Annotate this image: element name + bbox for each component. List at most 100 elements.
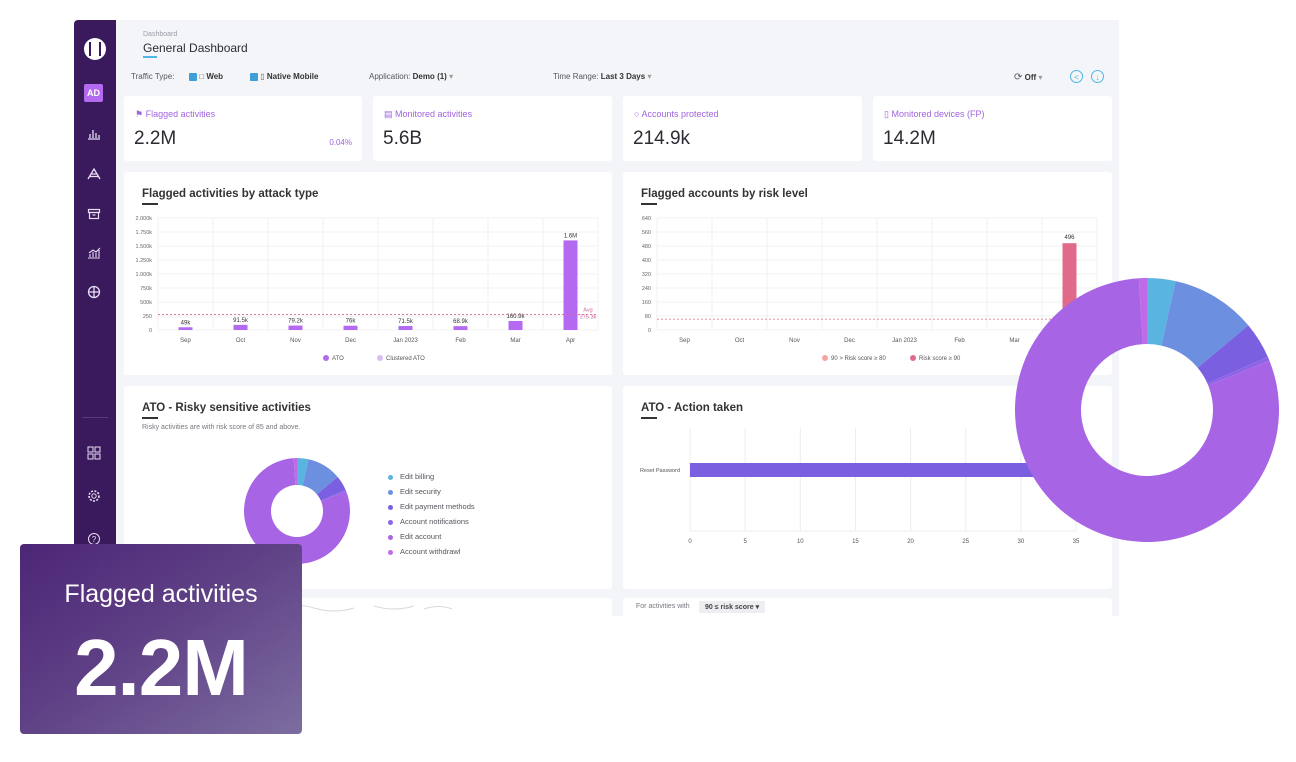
chevron-down-icon: ▾ (647, 72, 652, 81)
card-title: Flagged accounts by risk level (641, 188, 808, 200)
legend-label: Account notifications (400, 517, 469, 526)
user-avatar[interactable]: AD (84, 84, 103, 102)
trend-chart-icon[interactable] (84, 245, 104, 265)
kpi-label-text: Flagged activities (145, 109, 216, 119)
dashboard-main: Dashboard General Dashboard Traffic Type… (116, 20, 1119, 616)
application-filter[interactable]: Application: Demo (1) ▾ (369, 72, 453, 81)
archive-icon[interactable] (84, 206, 104, 226)
y-tick-label: 1.250k (135, 258, 152, 264)
kpi-card-devices[interactable]: ▯ Monitored devices (FP) 14.2M (873, 96, 1112, 161)
shield-icon[interactable] (84, 285, 104, 305)
refresh-value: Off (1024, 73, 1037, 82)
legend-item[interactable]: Account withdrawl (388, 547, 475, 562)
sidebar-divider (82, 417, 108, 418)
x-tick-label: Oct (735, 338, 745, 344)
kpi-value: 5.6B (383, 128, 423, 149)
time-range-value: Last 3 Days (600, 72, 646, 81)
risk-filter-value: 90 ≤ risk score (705, 604, 754, 611)
share-icon[interactable]: < (1070, 70, 1083, 83)
legend-item[interactable]: Edit payment methods (388, 502, 475, 517)
apps-grid-icon[interactable] (84, 446, 104, 466)
legend-item[interactable]: Edit security (388, 487, 475, 502)
download-icon[interactable]: ↓ (1091, 70, 1104, 83)
legend-label: Clustered ATO (386, 356, 425, 362)
legend-dot (388, 519, 393, 525)
y-tick-label: 240 (642, 286, 651, 292)
bar-ato (178, 327, 193, 330)
legend-label: 90 > Risk score ≥ 80 (831, 356, 886, 362)
legend-label: Edit payment methods (400, 502, 475, 511)
bar-ato (508, 320, 523, 330)
logo-icon[interactable] (84, 38, 106, 60)
bar-ato (288, 325, 303, 330)
data-label: 68.9k (453, 319, 469, 325)
kpi-value: 214.9k (633, 128, 691, 149)
legend-label: Edit security (400, 487, 441, 496)
x-tick-label: 25 (962, 539, 969, 545)
x-tick-label: Mar (1009, 338, 1019, 344)
donut-slice-edit-security (302, 459, 338, 495)
y-tick-label: 160 (642, 300, 651, 306)
legend-dot (388, 489, 393, 495)
kpi-card-accounts[interactable]: ○ Accounts protected 214.9k (623, 96, 862, 161)
x-tick-label: Sep (679, 338, 690, 344)
checkbox-checked-icon[interactable] (250, 72, 258, 81)
donut-slice-edit-account (244, 458, 350, 564)
svg-text:?: ? (92, 535, 97, 544)
donut-slice-edit-security (1161, 281, 1249, 368)
y-tick-label: 320 (642, 272, 651, 278)
risk-filter-card: For activities with 90 ≤ risk score ▾ (623, 598, 1112, 616)
x-tick-label: 10 (797, 539, 804, 545)
bar-ato (398, 325, 413, 330)
x-tick-label: Apr (566, 338, 575, 344)
legend-dot (388, 474, 393, 480)
checkbox-checked-icon[interactable] (189, 72, 197, 81)
risk-filter-select[interactable]: 90 ≤ risk score ▾ (699, 601, 766, 613)
native-mobile-checkbox[interactable]: ▯ Native Mobile (250, 72, 318, 81)
user-icon: ○ (634, 109, 640, 119)
legend-label: Risk score ≥ 90 (919, 356, 961, 362)
legend-item[interactable]: Edit billing (388, 472, 475, 487)
kpi-card-monitored[interactable]: ▤ Monitored activities 5.6B (373, 96, 612, 161)
card-title: Flagged activities by attack type (142, 188, 319, 200)
bar-ato (233, 324, 248, 330)
application-label: Application: (369, 72, 411, 81)
legend-dot (388, 504, 393, 510)
kpi-card-flagged[interactable]: ⚑ Flagged activities 2.2M 0.04% (124, 96, 362, 161)
bar-ato (343, 325, 358, 330)
donut-slice-edit-payment-methods (316, 477, 346, 501)
title-underline (142, 417, 158, 419)
legend-label: Edit account (400, 532, 442, 541)
legend-item[interactable]: Edit account (388, 532, 475, 547)
data-label: 76k (346, 319, 357, 325)
action-taken-chart: 0 5 10 15 20 25 30 35 Reset Password (640, 428, 1080, 545)
kpi-label: ⚑ Flagged activities (135, 109, 215, 120)
x-tick-label: Mar (510, 338, 520, 344)
kpi-label: ▤ Monitored activities (384, 109, 472, 120)
web-checkbox[interactable]: □ Web (189, 72, 223, 81)
application-value: Demo (412, 72, 435, 81)
analytics-icon[interactable] (84, 126, 104, 146)
web-label: Web (206, 72, 224, 81)
donut-slice-edit-billing (297, 458, 309, 486)
x-tick-label: Sep (180, 338, 191, 344)
breadcrumb[interactable]: Dashboard (143, 31, 178, 38)
title-underline (641, 417, 657, 419)
x-tick-label: Feb (455, 338, 466, 344)
kpi-label: ▯ Monitored devices (FP) (884, 109, 985, 120)
network-icon[interactable] (84, 166, 104, 186)
legend-dot (377, 355, 383, 361)
donut-slice-account-withdrawl (1138, 278, 1147, 345)
device-icon: ▯ (884, 109, 889, 119)
kpi-percentage: 0.04% (329, 138, 352, 147)
kpi-label-text: Accounts protected (641, 109, 719, 119)
time-range-filter[interactable]: Time Range: Last 3 Days ▾ (553, 72, 651, 81)
x-tick-label: Dec (844, 338, 855, 344)
refresh-toggle[interactable]: ⟳ Off ▾ (1014, 72, 1042, 83)
y-tick-label: 250 (143, 314, 152, 320)
legend-item[interactable]: Account notifications (388, 517, 475, 532)
x-tick-label: Nov (290, 338, 301, 344)
settings-gear-icon[interactable] (84, 489, 104, 509)
y-tick-label: 0 (149, 328, 152, 334)
risk-filter-label: For activities with (636, 603, 690, 610)
